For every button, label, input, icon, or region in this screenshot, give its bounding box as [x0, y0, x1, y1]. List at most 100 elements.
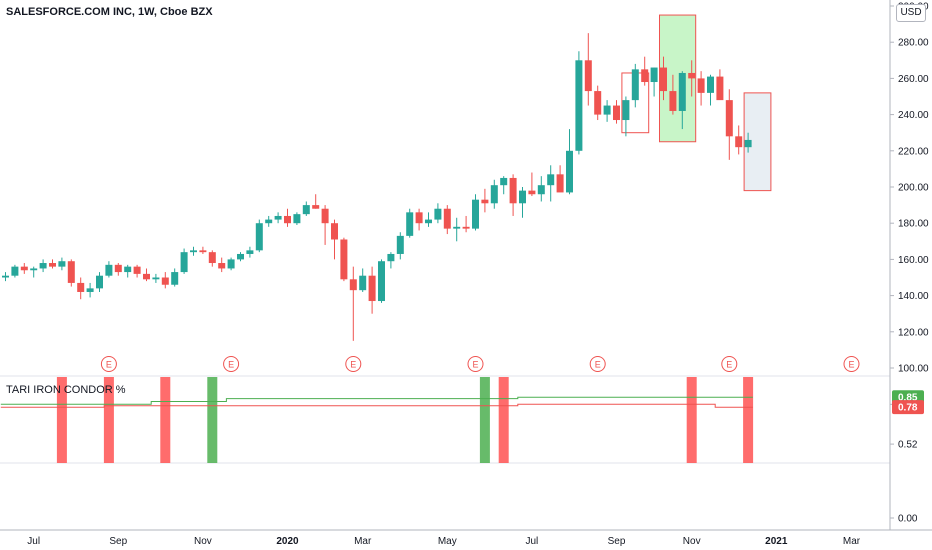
candle-body [39, 263, 47, 269]
candle-body [453, 226, 461, 229]
candle-body [180, 252, 188, 273]
candle-body [58, 261, 66, 267]
candle-body [293, 214, 301, 224]
candle-body [650, 67, 658, 83]
candle-body [613, 105, 620, 121]
candle-body [124, 266, 132, 273]
indicator-line [0, 396, 753, 405]
candle-body [218, 263, 226, 269]
highlight-box [743, 92, 772, 192]
candle-body [594, 91, 602, 115]
candle-body [387, 253, 395, 262]
candle-body [246, 250, 254, 254]
candle-body [321, 208, 329, 224]
earnings-marker-label: E [350, 360, 356, 370]
candle-body [500, 177, 508, 186]
candle-body [509, 177, 517, 204]
candle-body [349, 279, 357, 291]
price-tick-label: 200.00 [898, 183, 929, 194]
indicator-tick-label: 0.52 [898, 440, 918, 451]
candle-body [133, 266, 141, 274]
candle-body [302, 205, 310, 215]
price-tick-label: 220.00 [898, 146, 929, 157]
candle-body [744, 139, 752, 148]
time-axis-label: Sep [109, 536, 127, 547]
indicator-band [207, 377, 218, 463]
time-axis-label: May [438, 536, 457, 547]
candle-body [697, 78, 705, 93]
candle-body [528, 190, 536, 195]
indicator-band [160, 377, 171, 463]
last-value-label: 0.78 [898, 403, 918, 414]
indicator-band [103, 377, 114, 463]
candle-body [237, 253, 244, 260]
time-axis-label: Jul [27, 536, 40, 547]
candle-body [378, 261, 385, 302]
candle-body [415, 212, 423, 224]
chart-title: SALESFORCE.COM INC, 1W, Cboe BZX [6, 6, 213, 18]
time-axis-label: Nov [683, 536, 701, 547]
time-axis-label: Sep [608, 536, 626, 547]
earnings-marker-label: E [848, 360, 854, 370]
candle-body [566, 150, 573, 193]
candle-body [161, 277, 169, 285]
candle-body [340, 239, 348, 280]
candle-body [707, 76, 714, 93]
candle-body [114, 264, 122, 273]
candle-body [462, 226, 470, 229]
candle-body [284, 215, 291, 224]
time-axis-label: 2021 [765, 536, 788, 547]
candle-body [96, 275, 103, 289]
candle-body [603, 105, 611, 115]
last-value-badge [892, 400, 924, 415]
candle-body [30, 268, 38, 271]
candle-body [660, 67, 667, 92]
candle-body [443, 208, 451, 229]
indicator-line [0, 403, 753, 408]
price-tick-label: 280.00 [898, 38, 929, 49]
time-axis-label: Nov [194, 536, 212, 547]
candle-body [359, 275, 367, 291]
candle-body [265, 219, 273, 224]
indicator-band [479, 377, 490, 463]
earnings-marker [843, 356, 860, 372]
candle-body [519, 190, 526, 204]
earnings-marker-label: E [228, 360, 234, 370]
earnings-marker-label: E [595, 360, 601, 370]
earnings-marker [100, 356, 117, 372]
candle-body [2, 275, 9, 278]
candle-body [537, 185, 545, 195]
indicator-band [56, 377, 67, 463]
earnings-marker [589, 356, 606, 372]
price-tick-label: 140.00 [898, 291, 929, 302]
candle-body [274, 215, 282, 220]
candle-body [49, 263, 56, 267]
candle-body [406, 212, 414, 236]
candle-body [67, 261, 75, 283]
candle-body [490, 185, 498, 204]
candle-body [725, 100, 733, 137]
earnings-marker [345, 356, 362, 372]
indicator-tick-label: 0.00 [898, 514, 918, 525]
price-tick-label: 240.00 [898, 110, 929, 121]
earnings-marker [223, 356, 240, 372]
candle-body [547, 174, 555, 186]
candle-body [575, 60, 583, 151]
candle-body [331, 223, 338, 240]
candle-body [312, 205, 320, 209]
candle-body [143, 273, 150, 280]
candle-body [105, 264, 113, 276]
time-axis-label: Mar [354, 536, 372, 547]
earnings-marker [721, 356, 738, 372]
earnings-marker-label: E [106, 360, 112, 370]
candle-body [622, 100, 630, 121]
candle-body [171, 272, 179, 285]
candle-body [255, 223, 263, 251]
candle-body [631, 69, 639, 101]
indicator-title: TARI IRON CONDOR % [6, 384, 126, 396]
price-tick-label: 260.00 [898, 74, 929, 85]
candle-body [86, 288, 94, 292]
indicator-band [686, 377, 697, 463]
currency-button[interactable]: USD [896, 4, 926, 22]
